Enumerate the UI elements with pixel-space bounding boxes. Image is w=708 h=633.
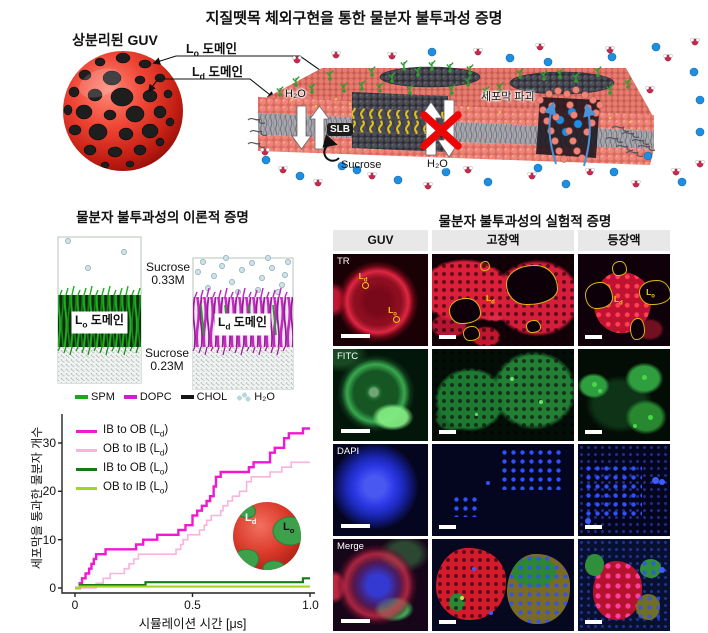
sucrose-023-label: Sucrose 0.23M: [144, 346, 190, 373]
scale-bar: [585, 620, 602, 624]
scale-bar: [439, 620, 456, 624]
scale-bar: [585, 525, 602, 529]
scale-bar: [585, 335, 602, 339]
molecule-scatter: [260, 37, 705, 190]
chart-legend: IB to OB (Ld) OB to IB (Ld) IB to OB (Lo…: [76, 422, 168, 498]
inset-lo-label: Lo: [283, 521, 295, 536]
legend-dopc: DOPC: [123, 391, 172, 403]
legend-ib-ob-ld: IB to OB (Ld): [76, 422, 168, 441]
ann-ld: Ld: [358, 271, 368, 285]
theory-section-title: 물분자 불투과성의 이론적 증명: [76, 210, 249, 225]
micrograph-fitc-hypertonic: [432, 349, 574, 441]
water-permeation-chart: [58, 414, 315, 597]
ann-lo: Lo: [646, 287, 655, 300]
lo-sim-label: Lo 도메인: [73, 313, 126, 333]
scale-bar: [585, 430, 602, 434]
legend-ob-ib-lo: OB to IB (Lo): [76, 479, 168, 498]
micrograph-merge-guv: Merge: [333, 539, 428, 631]
water-cluster-icon: [236, 392, 252, 402]
row-label-tr: TR: [337, 256, 350, 267]
micrograph-grid: GUV 고장액 등장액 TR Ld Lo Ld: [333, 230, 670, 631]
xtick-0: 0: [71, 598, 79, 612]
rupture-flow-arrows: [543, 101, 596, 167]
inset-ld-label: Ld: [245, 512, 257, 527]
row-label-fitc: FITC: [337, 351, 359, 362]
scale-bar: [341, 428, 370, 433]
ytick-0: 0: [49, 581, 56, 595]
legend-h2o: H₂O: [236, 391, 275, 403]
guv-label: 상분리된 GUV: [72, 32, 158, 48]
figure-title: 지질뗏목 체외구현을 통한 물분자 불투과성 증명: [205, 10, 503, 27]
column-header-isotonic: 등장액: [578, 230, 670, 251]
water-flux-arrows-left: [291, 105, 330, 150]
ld-domain-label: Ld 도메인: [192, 65, 243, 82]
membrane-illustration: [63, 37, 705, 190]
lipid-tail-squiggles: [247, 117, 656, 157]
scale-bar: [439, 525, 456, 529]
blocked-flux: [419, 99, 462, 158]
ann-ld: Ld: [613, 294, 623, 308]
legend-chol: CHOL: [180, 391, 227, 403]
sucrose-label: Sucrose: [341, 159, 382, 171]
legend-ob-ib-ld: OB to IB (Ld): [76, 441, 168, 460]
scale-bar: [439, 335, 456, 339]
ytick-30: 30: [42, 436, 56, 450]
column-header-guv: GUV: [333, 230, 428, 251]
chart-x-axis-label: 시뮬레이션 시간 [μs]: [138, 617, 247, 631]
experiment-section-title: 물분자 불투과성의 실험적 증명: [438, 214, 612, 229]
ytick-10: 10: [42, 533, 56, 547]
inset-guv: [233, 502, 301, 570]
h2o-label-left: H₂O: [285, 88, 306, 100]
scale-bar: [341, 618, 370, 623]
micrograph-dapi-guv: DAPI: [333, 444, 428, 536]
ann-ld: Ld: [485, 293, 495, 307]
micrograph-tr-hypertonic: Ld: [432, 254, 574, 346]
legend-spm: SPM: [75, 391, 115, 403]
sucrose-loop-arrow-icon: [322, 134, 340, 162]
ld-sim-label: Ld 도메인: [216, 315, 269, 335]
micrograph-tr-isotonic: Ld Lo: [578, 254, 670, 346]
scale-bar: [341, 523, 370, 528]
h2o-label-center: H₂O: [427, 158, 448, 170]
column-header-hypertonic: 고장액: [432, 230, 574, 251]
ytick-20: 20: [42, 484, 56, 498]
scale-bar: [341, 333, 370, 338]
micrograph-fitc-isotonic: [578, 349, 670, 441]
md-simulation-panels: [57, 236, 294, 390]
membrane-rupture-label: 세포막 파괴: [481, 91, 535, 103]
micrograph-merge-hypertonic: [432, 539, 574, 631]
micrograph-tr-guv: TR Ld Lo: [333, 254, 428, 346]
ann-lo: Lo: [388, 305, 397, 319]
legend-ib-ob-lo: IB to OB (Lo): [76, 460, 168, 479]
molecule-legend: SPM DOPC CHOL H₂O: [50, 391, 300, 403]
row-label-merge: Merge: [337, 541, 364, 552]
micrograph-dapi-hypertonic: [432, 444, 574, 536]
sucrose-033-label: Sucrose 0.33M: [145, 260, 191, 287]
row-label-dapi: DAPI: [337, 446, 360, 457]
micrograph-merge-isotonic: [578, 539, 670, 631]
micrograph-fitc-guv: FITC: [333, 349, 428, 441]
slb-label: SLB: [327, 123, 353, 136]
scale-bar: [439, 430, 456, 434]
micrograph-dapi-isotonic: [578, 444, 670, 536]
lo-domain-label: Lo 도메인: [186, 42, 237, 59]
guv-sphere: [63, 51, 183, 171]
red-x-icon: [420, 111, 462, 150]
xtick-05: 0.5: [184, 598, 201, 612]
xtick-10: 1.0: [302, 598, 319, 612]
